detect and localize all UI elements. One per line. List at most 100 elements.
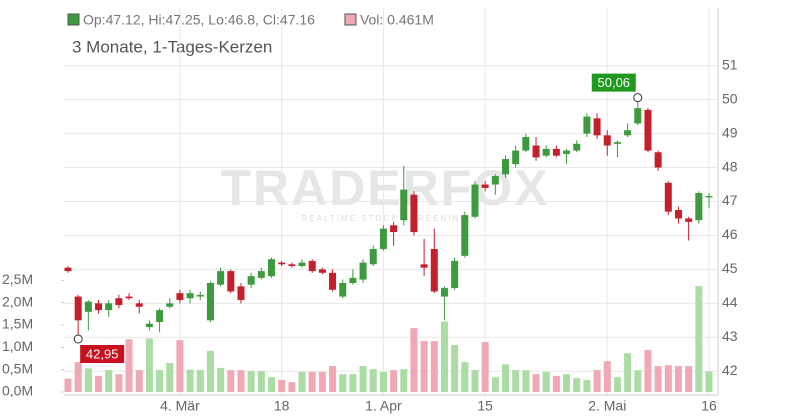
volume-bar xyxy=(267,377,275,392)
candle-body xyxy=(522,137,530,151)
volume-bar xyxy=(390,370,398,392)
candle-body xyxy=(563,150,571,154)
volume-bar xyxy=(379,371,387,392)
candle-body xyxy=(410,194,418,233)
candle-body xyxy=(135,303,143,307)
candle-body xyxy=(532,145,540,158)
candle-body xyxy=(634,108,642,124)
y2-tick-label: 2,0M xyxy=(2,293,33,309)
candle-body xyxy=(451,260,459,289)
volume-bar xyxy=(186,369,194,392)
candle-body xyxy=(176,293,184,300)
annotation-label: 42,95 xyxy=(86,346,119,361)
candle-body xyxy=(613,142,621,144)
volume-bar xyxy=(74,362,82,392)
volume-bar xyxy=(257,371,265,392)
y2-tick-label: 2,5M xyxy=(2,271,33,287)
volume-bar xyxy=(461,362,469,392)
volume-bar xyxy=(410,328,418,392)
watermark: TRADERFOX xyxy=(220,160,549,216)
volume-bar xyxy=(288,382,296,392)
candle-body xyxy=(227,271,235,292)
candle-body xyxy=(339,282,347,297)
volume-bar xyxy=(298,371,306,392)
volume-bar xyxy=(491,377,499,392)
candle-body xyxy=(542,148,550,156)
volume-bar xyxy=(115,374,123,392)
candle-body xyxy=(115,298,123,306)
subtitle: 3 Monate, 1-Tages-Kerzen xyxy=(72,37,272,56)
candle-body xyxy=(379,228,387,250)
y-tick-label: 51 xyxy=(722,56,738,72)
candle-body xyxy=(105,303,113,311)
volume-bar xyxy=(481,341,489,392)
volume-bar xyxy=(237,370,245,392)
y2-tick-label: 0,5M xyxy=(2,360,33,376)
candle-body xyxy=(84,301,92,312)
candle-body xyxy=(247,276,255,285)
candle-body xyxy=(664,182,672,212)
candle-body xyxy=(278,262,286,265)
volume-bar xyxy=(217,367,225,392)
x-tick-label: 2. Mai xyxy=(588,398,626,414)
volume-bar xyxy=(440,321,448,392)
volume-bar xyxy=(145,338,153,392)
volume-bar xyxy=(563,374,571,392)
y-tick-label: 43 xyxy=(722,328,738,344)
volume-bar xyxy=(156,370,164,392)
candle-body xyxy=(64,267,72,272)
volume-bar xyxy=(634,370,642,392)
volume-bar xyxy=(644,350,652,392)
y-tick-label: 50 xyxy=(722,90,738,106)
candle-body xyxy=(573,143,581,151)
candle-body xyxy=(512,150,520,165)
candle-body xyxy=(206,282,214,321)
x-tick-label: 18 xyxy=(274,398,290,414)
x-tick-label: 4. Mär xyxy=(160,398,200,414)
candle-body xyxy=(156,310,164,323)
annotation-marker xyxy=(73,334,83,344)
candle-body xyxy=(329,272,337,290)
y-tick-label: 48 xyxy=(722,158,738,174)
volume-bar xyxy=(522,370,530,392)
volume-bar xyxy=(64,378,72,392)
candle-body xyxy=(166,303,174,307)
y-tick-label: 45 xyxy=(722,260,738,276)
candle-body xyxy=(257,271,265,278)
volume-bar xyxy=(329,366,337,392)
volume-bar xyxy=(451,345,459,392)
candle-body xyxy=(186,293,194,299)
volume-bar xyxy=(400,369,408,392)
candle-body xyxy=(369,249,377,265)
volume-bar xyxy=(420,341,428,392)
candle-body xyxy=(583,116,591,134)
volume-bar xyxy=(705,371,713,392)
candle-body xyxy=(440,288,448,297)
y-tick-label: 44 xyxy=(722,294,738,310)
volume-bar xyxy=(176,340,184,392)
candle-body xyxy=(430,249,438,292)
candle-body xyxy=(624,130,632,136)
y2-tick-label: 1,0M xyxy=(2,338,33,354)
candle-body xyxy=(145,323,153,328)
candle-body xyxy=(461,215,469,256)
volume-bar xyxy=(664,365,672,392)
candle-body xyxy=(349,277,357,283)
y-tick-label: 42 xyxy=(722,362,738,378)
candle-body xyxy=(267,259,275,277)
volume-bar xyxy=(532,374,540,392)
volume-bar xyxy=(583,379,591,392)
candle-body xyxy=(502,159,510,175)
volume-bar xyxy=(125,339,133,392)
volume-bar xyxy=(359,366,367,392)
candle-body xyxy=(95,303,103,311)
volume-bar xyxy=(278,379,286,392)
candle-body xyxy=(552,148,560,156)
candle-body xyxy=(196,294,204,297)
candle-body xyxy=(308,260,316,272)
volume-bar xyxy=(654,366,662,392)
candle-body xyxy=(695,193,703,221)
candle-body xyxy=(390,225,398,233)
candle-body xyxy=(603,135,611,146)
